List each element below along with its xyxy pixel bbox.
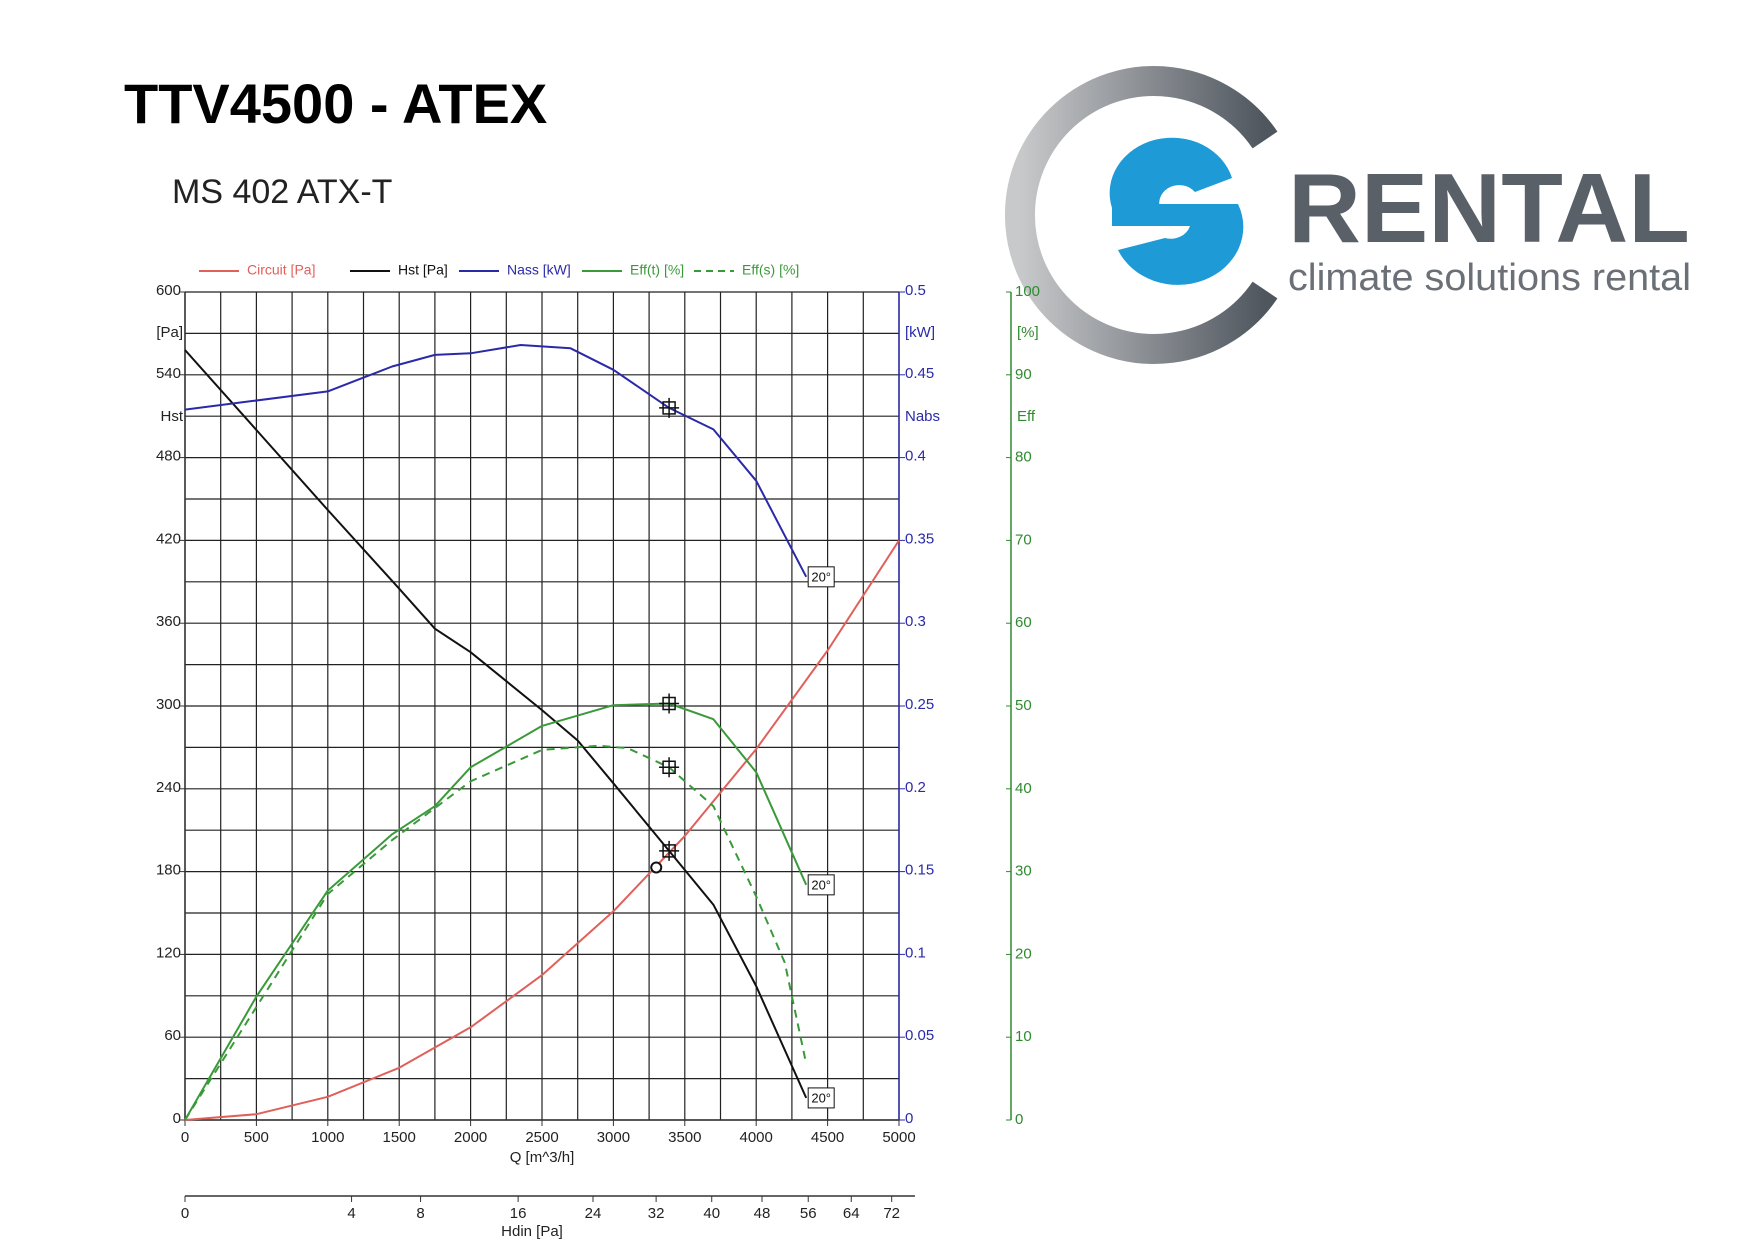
y-unit: [Pa] xyxy=(156,324,183,341)
y-tick-label: 360 xyxy=(156,613,181,630)
x-tick-label: 0 xyxy=(181,1129,189,1146)
x2-tick-label: 16 xyxy=(510,1205,527,1222)
x2-tick-label: 56 xyxy=(800,1205,817,1222)
y3-unit: [%] xyxy=(1017,324,1039,341)
y2-tick-label: 0.05 xyxy=(905,1027,934,1044)
x2-tick-label: 48 xyxy=(754,1205,771,1222)
end-label: 20° xyxy=(811,877,831,892)
subtitle: MS 402 ATX-T xyxy=(172,173,392,211)
operating-point-cross xyxy=(659,840,680,861)
legend-label: Hst [Pa] xyxy=(398,262,448,278)
y2-tick-label: 0.4 xyxy=(905,448,926,465)
y-tick-label: 240 xyxy=(156,779,181,796)
y-tick-label: 420 xyxy=(156,530,181,547)
series-line xyxy=(184,539,900,1121)
y3-tick-label: 40 xyxy=(1015,780,1032,797)
x-tick-label: 4000 xyxy=(740,1129,773,1146)
end-label: 20° xyxy=(811,1090,831,1105)
y-tick-label: 540 xyxy=(156,365,181,382)
y2-tick-label: 0.3 xyxy=(905,613,926,630)
y3-tick-label: 50 xyxy=(1015,697,1032,714)
x2-tick-label: 32 xyxy=(648,1205,665,1222)
y-tick-label: 480 xyxy=(156,448,181,465)
logo-tagline: climate solutions rental xyxy=(1288,257,1691,299)
y3-tick-label: 10 xyxy=(1015,1028,1032,1045)
x-tick-label: 5000 xyxy=(882,1129,915,1146)
series-line xyxy=(184,349,808,1099)
y-tick-label: 60 xyxy=(164,1027,181,1044)
series-line xyxy=(184,702,808,1121)
operating-point-cross xyxy=(659,693,680,714)
y3-tick-label: 60 xyxy=(1015,614,1032,631)
y2-tick-label: 0.35 xyxy=(905,530,934,547)
y-tick-label: 300 xyxy=(156,696,181,713)
chart: 06012018024030036042048054060000.050.10.… xyxy=(156,262,1040,1240)
x2-tick-label: 4 xyxy=(347,1205,355,1222)
y3-tick-label: 30 xyxy=(1015,863,1032,880)
legend-label: Eff(s) [%] xyxy=(742,262,799,278)
y2-tick-label: 0.2 xyxy=(905,779,926,796)
x2-tick-label: 72 xyxy=(883,1205,900,1222)
x-tick-label: 4500 xyxy=(811,1129,844,1146)
y3-tick-label: 90 xyxy=(1015,366,1032,383)
y-tick-label: 120 xyxy=(156,944,181,961)
y2-label: Nabs xyxy=(905,408,940,425)
end-label: 20° xyxy=(811,569,831,584)
legend-label: Nass [kW] xyxy=(507,262,571,278)
y-tick-label: 180 xyxy=(156,862,181,879)
logo-name: RENTAL xyxy=(1288,153,1690,263)
y2-tick-label: 0.25 xyxy=(905,696,934,713)
x2-tick-label: 64 xyxy=(843,1205,860,1222)
y2-unit: [kW] xyxy=(905,324,935,341)
y2-tick-label: 0.15 xyxy=(905,862,934,879)
x-tick-label: 3500 xyxy=(668,1129,701,1146)
y-label: Hst xyxy=(161,408,184,425)
y3-tick-label: 70 xyxy=(1015,531,1032,548)
y2-tick-label: 0 xyxy=(905,1110,913,1127)
logo-s-top xyxy=(1109,137,1232,208)
operating-point-cross xyxy=(659,397,680,418)
x2-tick-label: 8 xyxy=(416,1205,424,1222)
x2-label: Hdin [Pa] xyxy=(501,1223,563,1240)
x-tick-label: 1000 xyxy=(311,1129,344,1146)
x-tick-label: 2000 xyxy=(454,1129,487,1146)
legend-label: Circuit [Pa] xyxy=(247,262,315,278)
x2-tick-label: 40 xyxy=(703,1205,720,1222)
logo-ring xyxy=(1005,66,1278,364)
y-tick-label: 600 xyxy=(156,282,181,299)
y2-tick-label: 0.45 xyxy=(905,365,934,382)
operating-point xyxy=(650,861,663,874)
x-tick-label: 1500 xyxy=(383,1129,416,1146)
y3-tick-label: 20 xyxy=(1015,945,1032,962)
y2-tick-label: 0.1 xyxy=(905,944,926,961)
y-tick-label: 0 xyxy=(173,1110,181,1127)
x-label: Q [m^3/h] xyxy=(510,1149,575,1166)
end-label-box xyxy=(807,566,835,588)
logo-s-bottom xyxy=(1112,204,1244,285)
series-line xyxy=(184,344,808,578)
end-label-box xyxy=(807,874,835,896)
title: TTV4500 - ATEX xyxy=(124,72,547,135)
logo: RENTAL climate solutions rental xyxy=(1005,66,1691,364)
y2-tick-label: 0.5 xyxy=(905,282,926,299)
legend-label: Eff(t) [%] xyxy=(630,262,684,278)
y3-label: Eff xyxy=(1017,408,1036,425)
x-tick-label: 3000 xyxy=(597,1129,630,1146)
x-tick-label: 2500 xyxy=(525,1129,558,1146)
x2-tick-label: 24 xyxy=(585,1205,602,1222)
y3-tick-label: 0 xyxy=(1015,1111,1023,1128)
x2-tick-label: 0 xyxy=(181,1205,189,1222)
y3-tick-label: 80 xyxy=(1015,449,1032,466)
end-label-box xyxy=(807,1087,835,1109)
operating-point-cross xyxy=(659,757,680,778)
series-line xyxy=(184,744,808,1121)
x-tick-label: 500 xyxy=(244,1129,269,1146)
y3-tick-label: 100 xyxy=(1015,283,1040,300)
